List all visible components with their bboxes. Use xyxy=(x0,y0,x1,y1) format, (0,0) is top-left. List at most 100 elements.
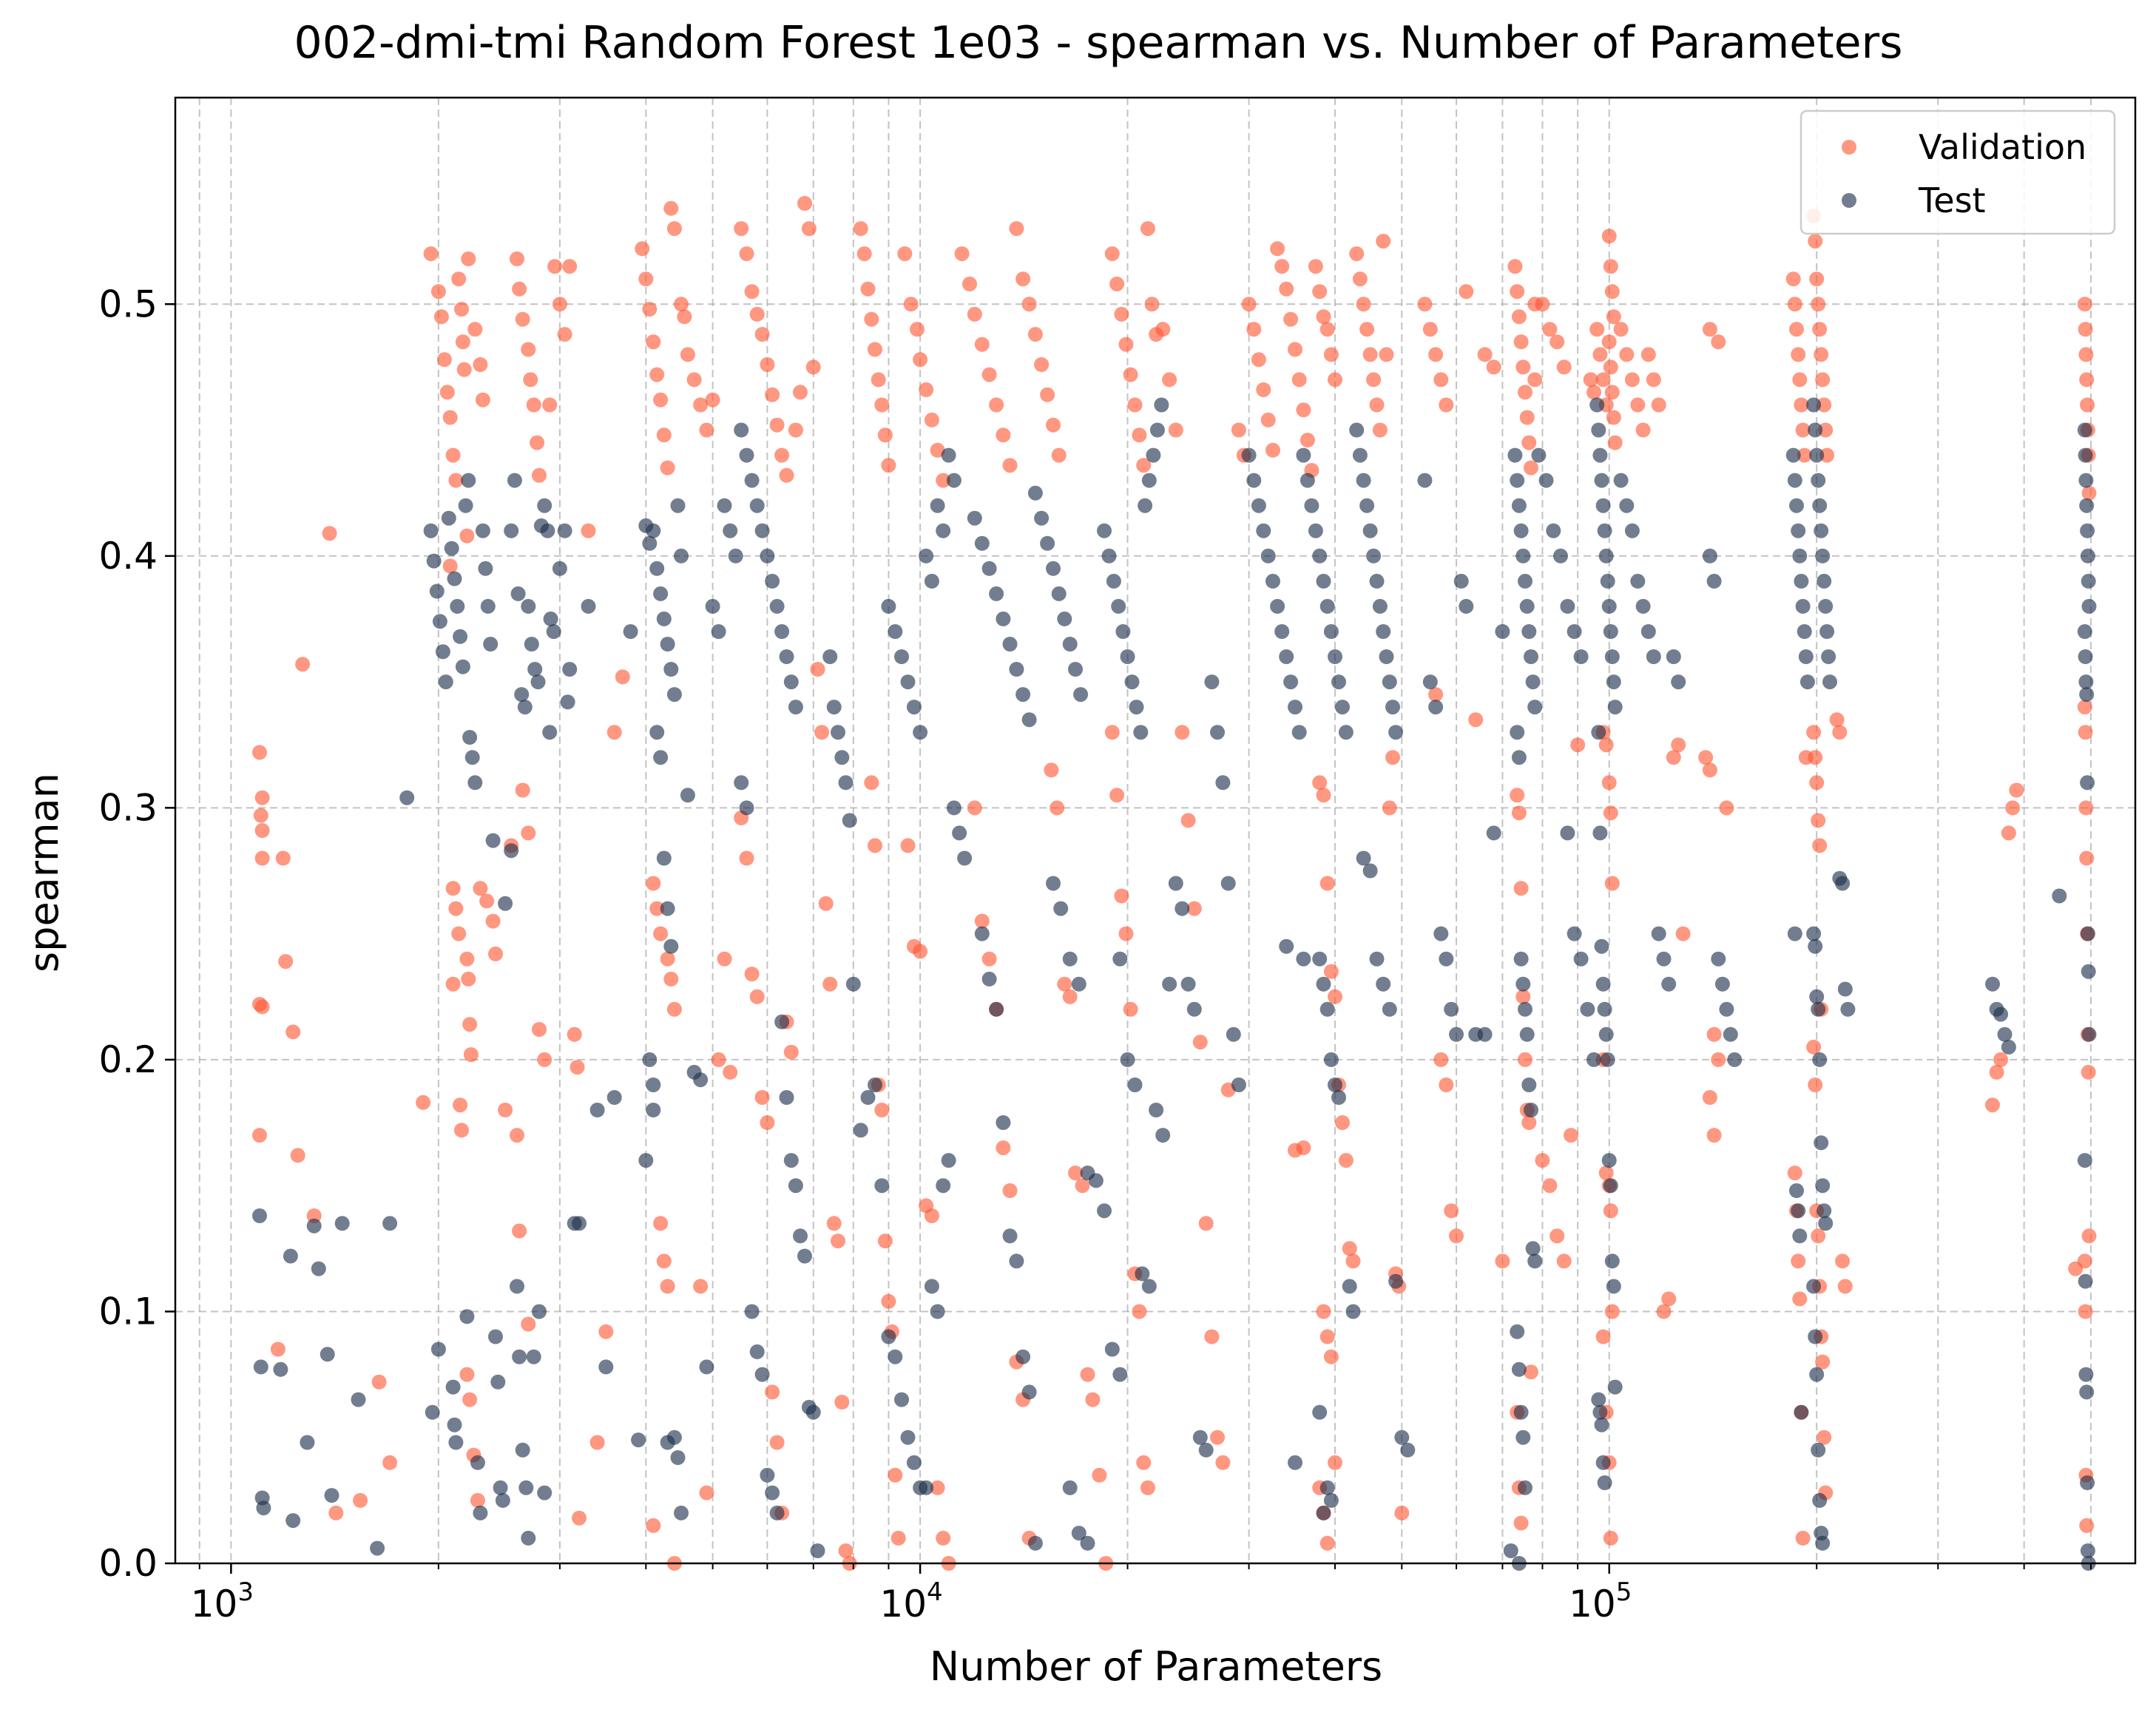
data-point-test xyxy=(1279,649,1294,664)
data-point-validation xyxy=(1342,1241,1357,1256)
data-point-validation xyxy=(881,458,896,473)
data-point-test xyxy=(1815,1178,1831,1194)
data-point-test xyxy=(674,548,689,564)
data-point-test xyxy=(642,535,658,551)
data-point-test xyxy=(711,624,726,639)
data-point-validation xyxy=(2079,372,2095,388)
data-point-test xyxy=(1356,473,1371,488)
data-point-test xyxy=(924,1279,939,1294)
data-point-test xyxy=(399,790,415,805)
data-point-test xyxy=(2080,926,2095,941)
data-point-validation xyxy=(1598,1165,1614,1181)
data-point-validation xyxy=(1570,737,1586,753)
data-point-test xyxy=(1640,624,1656,639)
data-point-validation xyxy=(353,1492,368,1508)
data-point-validation xyxy=(306,1208,322,1223)
data-point-test xyxy=(810,1543,825,1558)
data-point-test xyxy=(783,674,799,690)
data-point-validation xyxy=(1319,322,1335,337)
data-point-test xyxy=(1598,548,1614,564)
data-point-test xyxy=(490,1374,506,1390)
data-point-validation xyxy=(1671,737,1686,753)
data-point-test xyxy=(680,788,695,803)
data-point-test xyxy=(1369,573,1385,589)
data-point-validation xyxy=(547,259,563,274)
data-point-test xyxy=(495,1492,510,1508)
data-point-test xyxy=(1787,473,1802,488)
data-point-test xyxy=(1345,1304,1361,1319)
data-point-test xyxy=(498,896,513,911)
data-point-test xyxy=(1666,649,1681,664)
data-point-validation xyxy=(537,1052,552,1067)
data-point-validation xyxy=(1316,309,1331,325)
data-point-validation xyxy=(734,221,749,237)
data-point-validation xyxy=(454,1123,469,1138)
data-point-test xyxy=(1133,725,1149,740)
data-point-test xyxy=(631,1432,646,1448)
data-point-test xyxy=(649,561,665,576)
data-point-validation xyxy=(454,302,469,317)
data-point-test xyxy=(504,843,519,859)
data-point-test xyxy=(1815,548,1831,564)
data-point-test xyxy=(1792,548,1808,564)
data-point-test xyxy=(653,750,669,765)
data-point-test xyxy=(429,583,445,599)
data-point-test xyxy=(693,1072,709,1088)
data-point-test xyxy=(760,548,775,564)
data-point-test xyxy=(526,1349,541,1364)
data-point-validation xyxy=(936,473,951,488)
data-point-test xyxy=(996,611,1011,626)
data-point-test xyxy=(1601,598,1617,614)
data-point-validation xyxy=(1524,460,1538,476)
data-point-test xyxy=(1204,674,1220,690)
data-point-test xyxy=(1112,1367,1128,1382)
data-point-validation xyxy=(572,1510,587,1526)
data-point-validation xyxy=(793,385,808,400)
data-point-test xyxy=(560,694,575,710)
data-point-test xyxy=(1510,473,1525,488)
data-point-validation xyxy=(1601,334,1617,350)
data-point-test xyxy=(1246,473,1262,488)
data-point-test xyxy=(805,1404,821,1420)
data-point-validation xyxy=(515,311,530,327)
data-point-validation xyxy=(1789,322,1804,337)
data-point-validation xyxy=(717,951,732,967)
data-point-validation xyxy=(974,336,990,352)
data-point-test xyxy=(1331,1090,1346,1105)
data-point-validation xyxy=(510,1128,524,1143)
data-point-validation xyxy=(1812,838,1828,853)
data-point-test xyxy=(493,1480,508,1495)
data-point-validation xyxy=(1818,422,1834,438)
data-point-validation xyxy=(1140,1480,1155,1495)
data-point-test xyxy=(919,548,934,564)
data-point-test xyxy=(1220,876,1236,891)
data-point-test xyxy=(1822,674,1837,690)
data-point-test xyxy=(623,624,638,639)
data-point-validation xyxy=(1328,1455,1342,1470)
data-point-test xyxy=(423,523,439,538)
data-point-validation xyxy=(877,1234,893,1249)
data-point-validation xyxy=(1417,297,1433,312)
data-point-validation xyxy=(1104,725,1120,740)
data-point-test xyxy=(382,1216,398,1231)
data-point-validation xyxy=(1140,221,1155,237)
data-point-test xyxy=(1719,1001,1734,1017)
data-point-validation xyxy=(788,422,803,438)
data-point-validation xyxy=(1316,1304,1331,1319)
data-point-validation xyxy=(436,352,452,368)
data-point-validation xyxy=(1564,1128,1578,1143)
data-point-validation xyxy=(1604,385,1620,400)
data-point-validation xyxy=(1328,372,1342,388)
data-point-test xyxy=(306,1218,322,1234)
data-point-validation xyxy=(1817,1430,1832,1445)
data-point-test xyxy=(717,498,732,513)
data-point-validation xyxy=(680,347,695,362)
data-point-test xyxy=(941,1153,956,1168)
data-point-test xyxy=(1521,624,1537,639)
data-point-test xyxy=(656,850,672,866)
data-point-validation xyxy=(1510,284,1525,300)
data-point-test xyxy=(1062,1480,1078,1495)
data-point-test xyxy=(1111,598,1126,614)
data-point-validation xyxy=(1513,334,1529,350)
data-point-validation xyxy=(699,422,714,438)
